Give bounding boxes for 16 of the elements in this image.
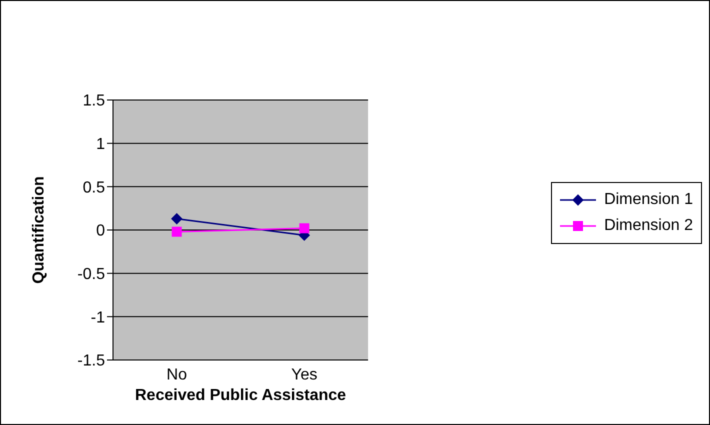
point [171,213,182,224]
legend-label: Dimension 2 [604,216,693,236]
y-tick-label: 0 [96,222,106,240]
point [299,223,310,234]
point [172,226,182,237]
x-axis-title: Received Public Assistance [135,387,346,404]
x-tick-label: Yes [291,366,318,384]
y-tick-label: -0.5 [77,266,106,284]
y-tick-label: -1.5 [77,352,106,370]
x-tick-label: No [166,366,188,384]
legend-label: Dimension 1 [604,190,693,210]
y-tick-label: -1 [90,309,106,326]
y-tick-label: 1 [96,136,106,154]
y-axis-title: Quantification [30,176,48,284]
y-tick-label: 0.5 [82,179,106,196]
y-tick-label: 1.5 [82,92,106,110]
